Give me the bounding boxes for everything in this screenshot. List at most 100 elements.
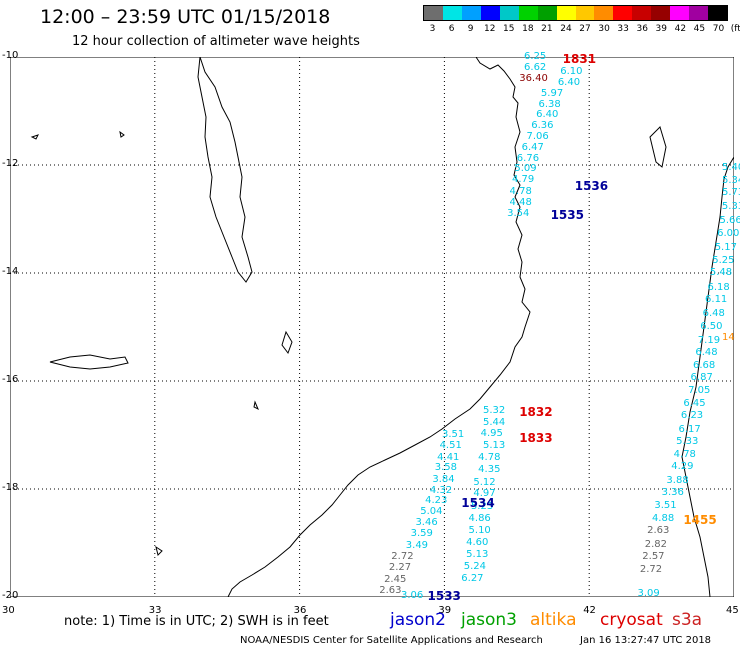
wave-height-value: 4.97 [473,488,496,500]
latitude-label: -12 [2,158,19,169]
wave-height-value: 5.13 [483,439,506,451]
color-scale-swatch [499,6,519,20]
wave-height-value: 6.47 [521,141,544,153]
wave-height-value: 4.88 [651,512,675,524]
wave-height-value: 2.82 [644,538,667,550]
color-scale-swatch [556,6,576,20]
wave-height-value: 5.33 [721,200,740,212]
wave-height-value: 14 [722,331,735,343]
wave-height-value: 4.78 [509,186,532,197]
wave-height-value: 3.09 [637,588,660,600]
wave-height-value: 2.27 [388,562,412,574]
wave-height-value: 6.11 [705,294,728,305]
wave-height-value: 5.32 [483,404,506,416]
wave-height-value: 3.49 [405,539,429,551]
wave-height-value: 6.18 [707,282,730,294]
wave-height-value: 5.04 [420,506,443,518]
wave-height-value: 6.48 [695,346,718,358]
map-area [10,57,734,597]
madagascar-coastline [681,156,734,597]
color-scale-label: 70 [712,24,725,34]
color-scale-swatch [651,6,671,20]
wave-height-value: 3.54 [507,207,530,219]
wave-height-value: 6.40 [536,109,559,121]
color-scale-label: 3 [429,24,436,34]
wave-height-value: 6.40 [557,76,581,88]
wave-height-value: 5.48 [709,267,733,278]
island [119,130,125,138]
latitude-label: -10 [2,50,19,61]
latitude-label: -18 [2,482,19,493]
wave-height-value: 2.72 [391,550,414,562]
pass-time-label: 1833 [519,430,553,445]
footer-timestamp: Jan 16 13:27:47 UTC 2018 [580,635,712,646]
wave-height-value: 5.25 [712,255,735,267]
longitude-label: 42 [583,605,596,616]
island [155,545,163,556]
color-scale-label: 21 [541,24,553,34]
longitude-label: 33 [148,605,162,616]
pass-time-label: 1832 [519,405,553,420]
note-text: note: 1) Time is in UTC; 2) SWH is in fe… [64,614,329,629]
latitude-label: -16 [2,374,19,385]
wave-height-value: 3.58 [434,462,457,474]
wave-height-value: 6.68 [692,359,716,371]
longitude-label: 30 [2,605,15,616]
color-scale-swatch [689,6,709,20]
wave-height-value: 3.59 [410,528,433,540]
footer-credit: NOAA/NESDIS Center for Satellite Applica… [240,635,543,646]
color-scale-swatch [424,6,443,20]
wave-height-value: 7.05 [688,384,711,396]
color-scale-swatch [480,6,500,20]
wave-height-value: 4.32 [429,484,453,496]
map-frame [10,57,734,597]
wave-height-value: 4.78 [478,451,501,463]
gridlines [10,57,734,597]
color-scale-label: 24 [560,24,572,34]
wave-height-value: 5.10 [468,525,491,537]
wave-height-value: 3.84 [432,473,455,485]
wave-height-value: 2.72 [639,564,663,575]
wave-height-value: 4.60 [466,537,489,548]
island [649,126,667,168]
wave-height-value: 4.29 [671,461,694,473]
longitude-label: 39 [438,605,452,616]
color-scale-swatch [537,6,557,20]
color-scale-label: 33 [617,24,629,34]
color-scale-label: 18 [522,24,534,34]
pass-time-label: 1534 [461,495,495,510]
wave-height-value: 3.51 [654,500,677,512]
wave-height-value: 6.48 [702,307,725,319]
wave-height-value: 6.17 [678,423,701,435]
pass-time-label: 1455 [683,513,717,528]
pass-time-label: 1831 [562,51,597,66]
color-scale-swatch [442,6,462,20]
wave-height-value: 2.63 [647,525,670,537]
wave-height-value: 6.10 [560,66,583,78]
satellite-legend-s3a: s3a [672,610,703,630]
pass-time-label: 1533 [427,589,461,603]
africa-coastline [227,57,531,597]
color-scale-swatch [670,6,690,20]
wave-height-value: 36.40 [519,72,548,84]
wave-height-value: 2.45 [384,573,407,585]
island [30,134,39,140]
wave-height-value: 5.23 [470,500,494,512]
lake-outline [197,57,253,283]
color-scale-label: (ft) [730,24,740,34]
wave-height-value: 3.46 [415,517,438,529]
wave-height-value: 5.24 [463,561,486,573]
color-scale-label: 15 [503,24,515,34]
color-scale-label: 39 [655,24,667,34]
color-scale-swatch [461,6,481,20]
wave-height-value: 6.36 [531,120,554,132]
wave-height-value: 5.44 [483,416,506,428]
wave-height-value: 6.50 [700,321,723,332]
wave-height-value: 4.51 [439,439,462,451]
satellite-legend-altika: altika [530,610,577,630]
wave-height-value: 4.78 [673,448,696,460]
wave-height-value: 3.51 [441,429,465,440]
wave-height-value: 5.12 [473,476,496,488]
latitude-label: -20 [2,590,19,601]
wave-height-value: 6.25 [524,51,547,62]
